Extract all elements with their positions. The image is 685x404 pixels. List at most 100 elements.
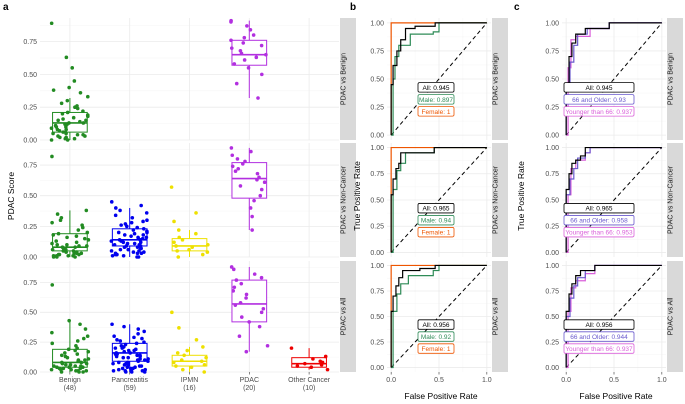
panel-a-data-point: [113, 346, 118, 350]
panel-a-y-tick-label: 0.50: [23, 193, 37, 200]
panel-b-y-tick-label: 0.75: [370, 48, 384, 55]
panel-a-data-point: [84, 118, 88, 123]
panel-a-data-point: [57, 129, 62, 133]
panel-a-data-point: [194, 337, 199, 342]
panel-c-y-tick-label: 0.25: [545, 104, 559, 111]
panel-a-data-point: [86, 114, 90, 119]
panel-a-data-point: [180, 367, 185, 372]
panel-b-y-tick-label: 0.00: [370, 133, 384, 140]
panel-a-data-point: [126, 247, 131, 252]
panel-c-auc-label-box: [563, 106, 635, 117]
panel-a-data-point: [74, 240, 79, 245]
panel-a-data-point: [72, 79, 77, 83]
panel-a-data-point: [259, 275, 264, 280]
panel-a-data-point: [66, 253, 71, 258]
panel-a-data-point: [56, 118, 60, 123]
panel-a-data-point: [50, 154, 54, 159]
panel-b-y-tick-label: 0.50: [370, 314, 384, 321]
panel-a-data-point: [325, 367, 330, 372]
panel-a-data-point: [254, 55, 259, 60]
panel-a-data-point: [264, 52, 268, 57]
panel-a-data-point: [65, 110, 70, 115]
panel-b-auc-label: Male: 0.94: [421, 218, 452, 225]
panel-a-y-tick-label: 0.00: [23, 137, 37, 144]
panel-a-data-point: [86, 238, 91, 242]
panel-c-auc-label: Younger than 66: 0.937: [565, 346, 633, 353]
panel-c-auc-label: All: 0.965: [585, 206, 612, 213]
panel-a-data-point: [69, 367, 73, 372]
panel-a-data-point: [121, 355, 126, 360]
panel-a-data-point: [63, 351, 67, 355]
panel-a-data-point: [244, 292, 249, 297]
panel-b-auc-label: Female: 1: [422, 109, 451, 116]
panel-a-data-point: [169, 185, 174, 189]
panel-a-data-point: [114, 354, 119, 359]
panel-b-auc-label-box: [417, 82, 455, 93]
panel-a-data-point: [64, 250, 68, 254]
panel-a-data-point: [232, 285, 237, 290]
panel-a-data-point: [182, 353, 186, 358]
panel-a-data-point: [139, 203, 143, 208]
panel-c-auc-label-box: [563, 319, 635, 330]
panel-a-data-point: [248, 206, 253, 210]
panel-a-data-point: [50, 247, 55, 252]
panel-a-data-point: [141, 219, 145, 224]
panel-a-y-tick-label: 0.75: [23, 280, 37, 287]
panel-a-data-point: [77, 370, 81, 374]
panel-a-data-point: [180, 238, 185, 242]
panel-b-x-tick-label: 1.0: [482, 377, 492, 384]
panel-a-data-point: [58, 218, 63, 223]
panel-a-data-point: [81, 121, 86, 125]
panel-a-data-point: [230, 153, 235, 158]
panel-a-data-point: [49, 21, 54, 26]
panel-c-y-axis-title: True Positive Rate: [516, 161, 526, 231]
panel-a-data-point: [83, 327, 88, 331]
panel-a-data-point: [229, 146, 234, 150]
panel-c-y-tick-label: 0.75: [545, 171, 559, 178]
panel-a-data-point: [140, 336, 144, 341]
panel-a-data-point: [65, 98, 70, 103]
panel-b-auc-label-box: [417, 203, 455, 214]
panel-a-data-point: [83, 134, 87, 138]
panel-a-data-point: [85, 230, 90, 235]
panel-a-data-point: [229, 38, 233, 43]
panel-a-data-point: [252, 272, 257, 276]
panel-c-y-tick-label: 0.00: [545, 365, 559, 372]
panel-a-data-point: [236, 166, 241, 171]
panel-c-facet-label: PDAC vs Non-Cancer: [668, 165, 675, 234]
panel-a-data-point: [137, 364, 142, 368]
panel-a-data-point: [249, 149, 253, 154]
panel-a-data-point: [124, 370, 128, 374]
panel-a-data-point: [51, 255, 56, 259]
panel-c-facet-strip: [667, 261, 683, 372]
panel-c-auc-label: All: 0.956: [585, 322, 612, 329]
panel-a-y-tick-label: 0.25: [23, 105, 37, 112]
panel-a-data-point: [309, 365, 314, 370]
panel-a-x-tick-label: Other Cancer: [288, 377, 331, 384]
panel-a-y-tick-label: 0.75: [23, 162, 37, 169]
panel-a-data-point: [64, 131, 68, 136]
panel-a-data-point: [118, 247, 123, 252]
panel-a-data-point: [50, 241, 54, 246]
panel-a-data-point: [129, 220, 134, 225]
panel-a-data-point: [261, 306, 266, 311]
panel-a-data-point: [199, 359, 204, 364]
panel-a-data-point: [78, 366, 83, 371]
panel-a-data-point: [202, 370, 207, 374]
panel-a-data-point: [238, 300, 243, 305]
panel-c-roc-age: True Positive Rate False Positive Rate 0…: [516, 18, 683, 401]
panel-c-x-tick-label: 0.0: [561, 377, 571, 384]
panel-c-y-tick-label: 0.75: [545, 288, 559, 295]
panel-a-data-point: [200, 252, 205, 257]
panel-b-diagonal-reference: [390, 265, 488, 368]
panel-a-data-point: [240, 162, 245, 166]
panel-a-data-point: [50, 283, 55, 287]
panel-a-data-point: [115, 337, 119, 342]
panel-a-data-point: [59, 353, 64, 358]
panel-a-data-point: [194, 211, 198, 215]
panel-a-y-tick-label: 0.00: [23, 369, 37, 376]
panel-a-data-point: [136, 332, 140, 336]
panel-a-data-point: [55, 242, 60, 247]
panel-a-data-point: [246, 66, 251, 70]
panel-b-auc-label: All: 0.956: [422, 322, 449, 329]
